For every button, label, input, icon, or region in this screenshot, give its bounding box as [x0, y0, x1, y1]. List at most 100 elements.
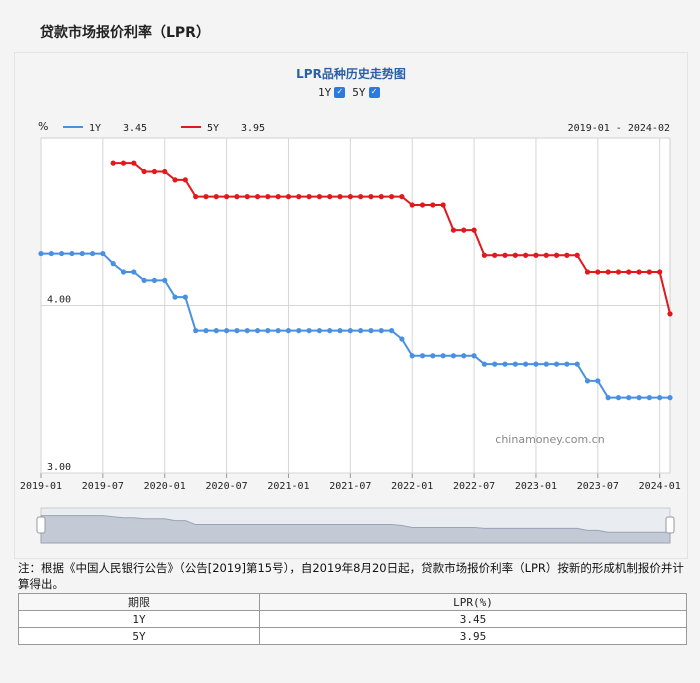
data-point-5y	[543, 252, 549, 258]
data-point-1y	[523, 361, 529, 367]
watermark: chinamoney.com.cn	[495, 433, 604, 446]
x-tick-label: 2019-07	[82, 481, 124, 492]
data-point-1y	[151, 277, 158, 283]
data-point-5y	[131, 160, 137, 166]
data-point-5y	[120, 160, 127, 166]
legend-value-5y: 3.95	[241, 123, 265, 134]
data-point-5y	[605, 269, 611, 275]
data-point-1y	[193, 328, 199, 334]
series-toggle-5y-checkbox[interactable]: ✓	[368, 87, 380, 98]
data-point-1y	[162, 277, 168, 283]
legend-label-1y: 1Y	[89, 123, 101, 134]
data-point-5y	[203, 194, 209, 200]
chart-panel: 2019-01 2019-07 2020-01 2020-07 2021-01 2021-…	[14, 52, 688, 559]
data-point-1y	[368, 328, 374, 334]
legend-value-1y: 3.45	[123, 123, 147, 134]
x-tick-label: 2019-01	[20, 481, 62, 492]
data-point-1y	[285, 328, 292, 334]
data-point-1y	[667, 395, 673, 401]
data-point-5y	[409, 202, 415, 208]
unit-label: %	[38, 120, 48, 133]
data-point-5y	[595, 269, 601, 275]
navigator-left-handle[interactable]	[36, 516, 46, 534]
data-point-5y	[481, 252, 487, 258]
data-point-1y	[275, 328, 281, 334]
data-point-5y	[316, 194, 323, 200]
data-point-5y	[213, 194, 219, 200]
data-point-1y	[234, 328, 240, 334]
data-point-1y	[543, 361, 549, 367]
data-point-5y	[347, 194, 353, 200]
data-point-1y	[347, 328, 353, 334]
data-point-1y	[69, 250, 75, 257]
data-point-5y	[553, 252, 560, 258]
lpr-table: 期限 LPR(%) 1Y 3.45 5Y 3.95	[18, 593, 687, 645]
data-point-1y	[327, 328, 333, 334]
data-point-1y	[574, 361, 580, 367]
data-point-1y	[306, 328, 312, 334]
data-point-5y	[275, 194, 281, 200]
table-row: 1Y 3.45	[18, 610, 687, 628]
data-point-1y	[471, 353, 477, 359]
x-tick-label: 2023-07	[577, 481, 619, 492]
data-point-1y	[100, 250, 106, 257]
data-point-5y	[368, 194, 374, 200]
y-tick-label: 4.00	[47, 295, 71, 306]
data-point-1y	[399, 336, 405, 342]
data-point-1y	[584, 378, 591, 384]
data-point-5y	[172, 177, 178, 183]
data-point-1y	[461, 353, 467, 359]
data-point-5y	[564, 252, 570, 258]
data-point-5y	[430, 202, 436, 208]
data-point-1y	[59, 250, 65, 257]
data-point-1y	[89, 250, 96, 257]
page-title: 贷款市场报价利率（LPR）	[40, 25, 210, 41]
data-point-1y	[296, 328, 302, 334]
table-header-rate: LPR(%)	[259, 593, 687, 611]
table-cell-term: 5Y	[18, 627, 260, 645]
data-point-5y	[327, 194, 333, 200]
data-point-1y	[595, 378, 601, 384]
series-toggle-5y-label: 5Y	[352, 86, 366, 99]
data-point-5y	[667, 311, 673, 317]
data-point-1y	[203, 328, 209, 334]
data-point-5y	[512, 252, 518, 258]
data-point-5y	[615, 269, 622, 275]
x-tick-label: 2021-01	[267, 481, 309, 492]
data-point-1y	[481, 361, 487, 367]
data-point-1y	[636, 395, 642, 401]
navigator-right-handle[interactable]	[665, 516, 675, 534]
data-point-5y	[244, 194, 250, 200]
navigator-area	[40, 515, 671, 544]
data-point-5y	[151, 168, 158, 175]
data-point-5y	[254, 194, 261, 200]
data-point-1y	[182, 294, 188, 300]
table-cell-rate: 3.45	[259, 610, 687, 628]
table-cell-term: 1Y	[18, 610, 260, 628]
data-point-5y	[265, 194, 271, 200]
data-point-5y	[234, 194, 240, 200]
data-point-1y	[378, 328, 384, 334]
data-point-5y	[162, 168, 168, 175]
data-point-5y	[110, 160, 116, 166]
x-tick-label: 2022-01	[391, 481, 433, 492]
chart-title: LPR品种历史走势图	[296, 66, 406, 81]
data-point-1y	[440, 353, 446, 359]
data-point-5y	[574, 252, 580, 258]
data-point-1y	[409, 353, 415, 359]
x-tick-label: 2021-07	[329, 481, 371, 492]
x-tick-label: 2024-01	[639, 481, 681, 492]
data-point-1y	[224, 328, 230, 334]
data-point-1y	[626, 395, 632, 401]
x-tick-label: 2020-07	[206, 481, 248, 492]
data-point-5y	[296, 194, 302, 200]
data-point-1y	[388, 328, 395, 334]
data-point-1y	[492, 361, 498, 367]
data-point-5y	[584, 269, 591, 275]
data-point-1y	[657, 395, 663, 401]
series-toggle-1y-checkbox[interactable]: ✓	[334, 87, 346, 98]
x-tick-label: 2020-01	[144, 481, 186, 492]
date-range-label: 2019-01 - 2024-02	[568, 123, 670, 134]
data-point-1y	[244, 328, 250, 334]
data-point-1y	[38, 250, 44, 257]
